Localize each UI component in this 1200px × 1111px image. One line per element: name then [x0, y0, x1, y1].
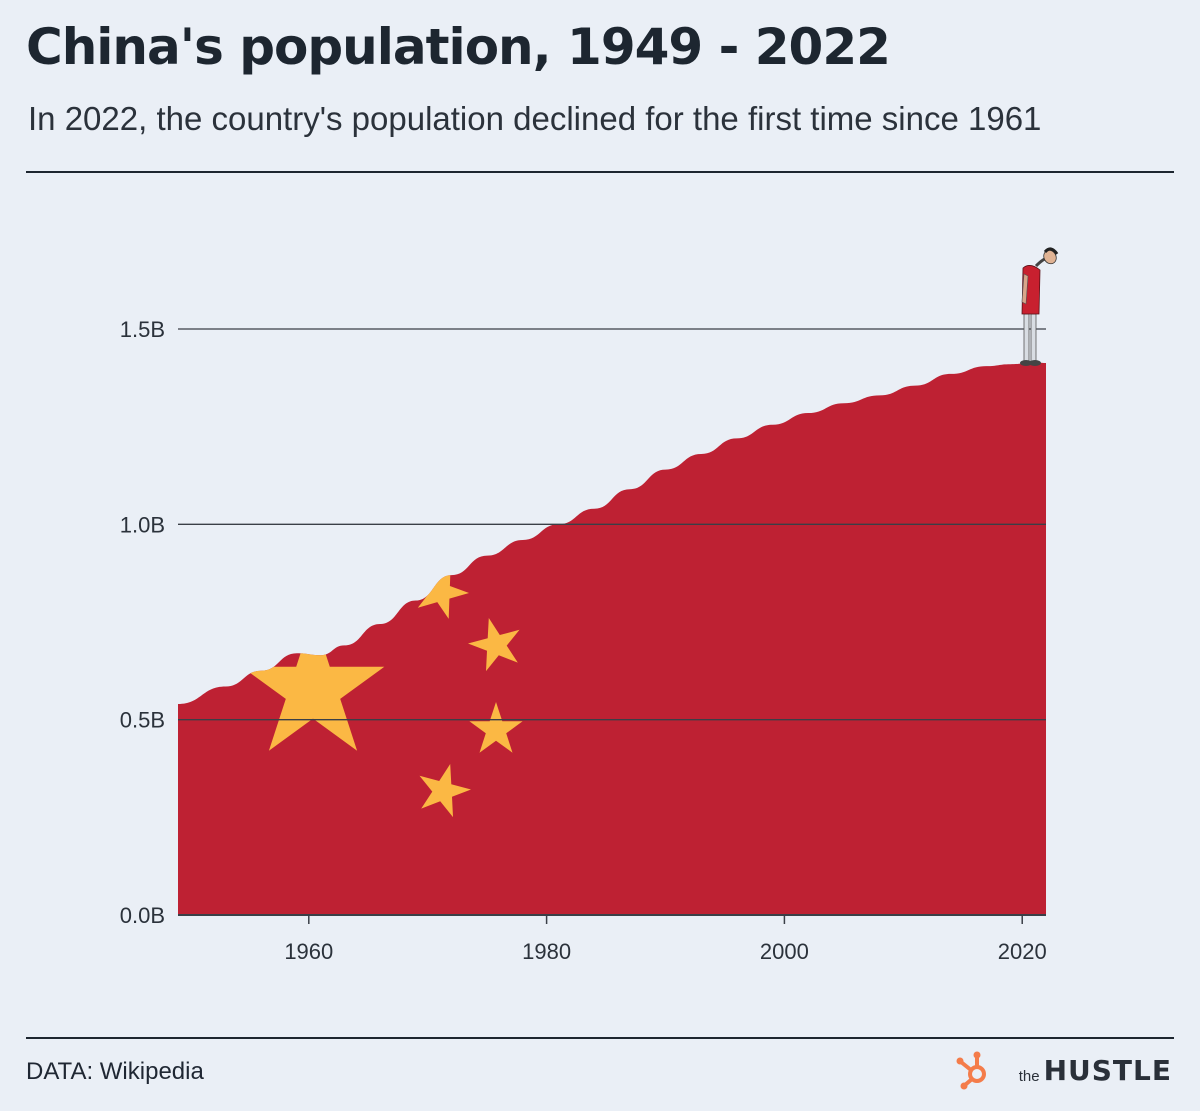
data-point-1975 [485, 554, 489, 558]
large-star-icon [241, 615, 385, 751]
data-point-2017 [985, 364, 989, 368]
x-tick-label: 1960 [284, 939, 333, 964]
small-star-icon-2 [468, 618, 520, 672]
brand-logo[interactable]: the HUSTLE [955, 1050, 1172, 1090]
data-point-1993 [699, 452, 703, 456]
data-point-1999 [771, 423, 775, 427]
small-star-icon-4 [419, 764, 471, 818]
y-tick-label: 1.0B [120, 512, 165, 537]
data-point-1949 [176, 702, 180, 706]
footer-divider [26, 1037, 1174, 1039]
brand-name: HUSTLE [1043, 1053, 1172, 1087]
chart-subtitle: In 2022, the country's population declin… [28, 100, 1042, 137]
data-point-1996 [735, 436, 739, 440]
x-tick-label: 2020 [998, 939, 1047, 964]
data-point-1978 [521, 538, 525, 542]
gridlines [178, 328, 1046, 916]
data-source: DATA: Wikipedia [26, 1058, 204, 1085]
data-point-2005 [842, 401, 846, 405]
axes: 0.0B 0.5B 1.0B 1.5B 1960 1980 2000 2020 [120, 317, 1047, 964]
data-point-1987 [628, 487, 632, 491]
small-star-icon-3 [469, 702, 523, 753]
data-point-1966 [378, 622, 382, 626]
data-point-2022 [1044, 361, 1048, 365]
population-area [178, 362, 1046, 915]
data-point-2008 [878, 393, 882, 397]
y-tick-label: 0.5B [120, 708, 165, 733]
brand-prefix: the [1018, 1067, 1040, 1085]
data-point-2019 [1008, 362, 1012, 366]
china-flag-stars-icon [241, 565, 523, 818]
hubspot-sprocket-icon [956, 1051, 986, 1090]
x-tick-label: 2000 [760, 939, 809, 964]
y-tick-label: 0.0B [120, 903, 165, 928]
data-point-1959 [295, 651, 299, 655]
data-point-1990 [664, 468, 668, 472]
y-tick-label: 1.5B [120, 317, 165, 342]
data-point-1984 [592, 507, 596, 511]
x-tick-label: 1980 [522, 939, 571, 964]
data-point-1963 [343, 643, 347, 647]
header-divider [26, 171, 1174, 173]
data-point-2002 [806, 411, 810, 415]
population-area-layer [176, 361, 1048, 915]
data-point-2014 [949, 372, 953, 376]
person-looking-down-icon [1020, 247, 1059, 366]
chart-title: China's population, 1949 - 2022 [26, 18, 891, 76]
data-point-1969 [414, 599, 418, 603]
data-point-1953 [224, 685, 228, 689]
data-point-2011 [913, 384, 917, 388]
small-star-icon-1 [417, 565, 469, 619]
population-chart: 0.0B 0.5B 1.0B 1.5B 1960 1980 2000 2020 [120, 247, 1059, 964]
